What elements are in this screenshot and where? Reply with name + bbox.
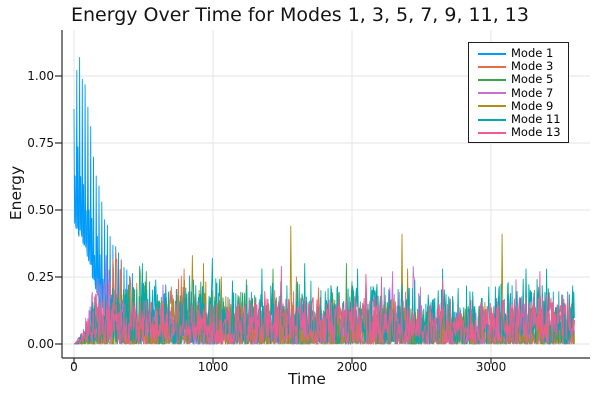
legend-item: Mode 7 [478,85,568,100]
legend-item: Mode 3 [478,60,568,73]
legend-line-swatch [478,52,506,55]
legend-label: Mode 3 [511,59,554,74]
y-tick-label: 0.00 [27,337,54,351]
legend-line-swatch [478,118,506,121]
legend-label: Mode 13 [511,125,561,140]
legend-item: Mode 9 [478,98,568,113]
legend-label: Mode 5 [511,72,554,87]
y-tick-label: 0.75 [27,136,54,150]
y-tick-label: 0.25 [27,270,54,284]
y-tick-label: 0.50 [27,203,54,217]
x-axis-label: Time [288,370,326,388]
legend-line-swatch [478,105,506,108]
legend-item: Mode 5 [478,73,568,86]
x-tick-label: 1000 [197,360,229,374]
legend-line-swatch [478,78,506,81]
legend-line-swatch [478,131,506,134]
series-lines [73,57,575,345]
x-tick-label: 3000 [475,360,507,374]
legend-item: Mode 1 [478,47,568,60]
legend-line-swatch [478,65,506,68]
legend-label: Mode 11 [511,112,561,127]
legend-line-swatch [478,92,506,95]
axes [55,30,590,364]
x-tick-label: 2000 [336,360,368,374]
chart-title: Energy Over Time for Modes 1, 3, 5, 7, 9… [71,4,529,26]
legend-item: Mode 13 [478,126,568,139]
y-tick-label: 1.00 [27,69,54,83]
legend: Mode 1 Mode 3 Mode 5 Mode 7 Mode 9 Mode 11 Mod… [468,42,569,143]
series-line-mode-13 [73,265,575,345]
legend-label: Mode 7 [511,85,554,100]
legend-label: Mode 9 [511,98,554,113]
legend-item: Mode 11 [478,113,568,126]
x-tick-label: 0 [70,360,78,374]
legend-label: Mode 1 [511,46,554,61]
